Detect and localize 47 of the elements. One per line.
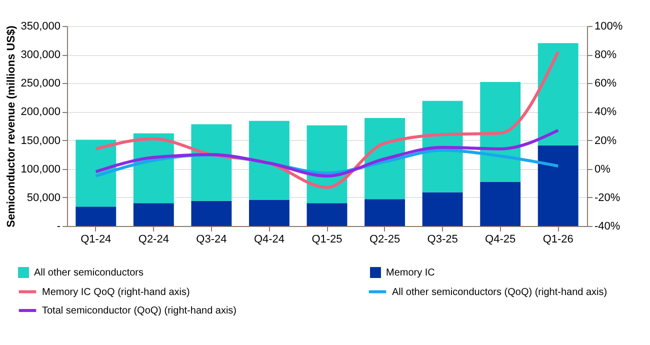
x-tick-label: Q1-26 <box>542 234 574 246</box>
y-tick-label: 300,000 <box>20 49 60 62</box>
y2-tick-label: 0% <box>594 163 611 176</box>
y2-tick-label: 60% <box>594 78 617 90</box>
bar <box>133 203 174 226</box>
y-tick-label: 150,000 <box>20 134 60 147</box>
x-tick-label: Q4-24 <box>254 234 285 246</box>
bar <box>480 82 521 182</box>
legend-label: Total semiconductor (QoQ) (right-hand axis) <box>42 306 237 316</box>
legend-label: All other semiconductors <box>34 268 144 279</box>
x-tick-label: Q2-25 <box>369 234 400 246</box>
bar <box>249 120 290 200</box>
legend-label: Memory IC <box>386 268 435 279</box>
y-tick-label: 200,000 <box>20 106 60 118</box>
x-tick-label: Q4-25 <box>485 234 516 246</box>
bar <box>76 140 116 207</box>
y-tick-label: 350,000 <box>20 20 60 32</box>
bar <box>191 124 232 201</box>
bar <box>538 145 578 226</box>
y-axis-title: Semiconductor revenue (millions US$) <box>6 25 18 228</box>
y-tick-label: 250,000 <box>20 78 60 90</box>
x-tick-label: Q3-24 <box>196 234 227 246</box>
bar <box>249 200 290 226</box>
legend-label: All other semiconductors (QoQ) (right-hand axis) <box>392 286 608 298</box>
x-tick-label: Q1-25 <box>312 234 342 246</box>
y-tick-label: - <box>56 220 61 232</box>
bar <box>306 203 348 226</box>
y-tick-label: 50,000 <box>26 192 60 204</box>
y2-tick-label: 40% <box>594 106 617 118</box>
y-tick-label: 100,000 <box>20 163 60 176</box>
bar <box>538 43 578 146</box>
x-tick-label: Q3-25 <box>427 234 458 246</box>
x-tick-label: Q2-24 <box>138 234 169 246</box>
bar <box>422 192 463 226</box>
y2-tick-label: -40% <box>594 220 620 232</box>
legend-label: Memory IC QoQ (right-hand axis) <box>42 286 190 298</box>
bar <box>364 199 405 226</box>
line-series <box>94 128 560 178</box>
y2-tick-label: -20% <box>594 192 620 204</box>
y2-tick-label: 100% <box>594 20 623 32</box>
bar <box>422 100 463 192</box>
x-tick-label: Q1-24 <box>80 234 112 246</box>
y2-tick-label: 80% <box>594 49 617 62</box>
y2-tick-label: 20% <box>594 134 617 147</box>
bar <box>191 200 232 226</box>
bar <box>76 206 116 226</box>
bar <box>480 182 521 226</box>
